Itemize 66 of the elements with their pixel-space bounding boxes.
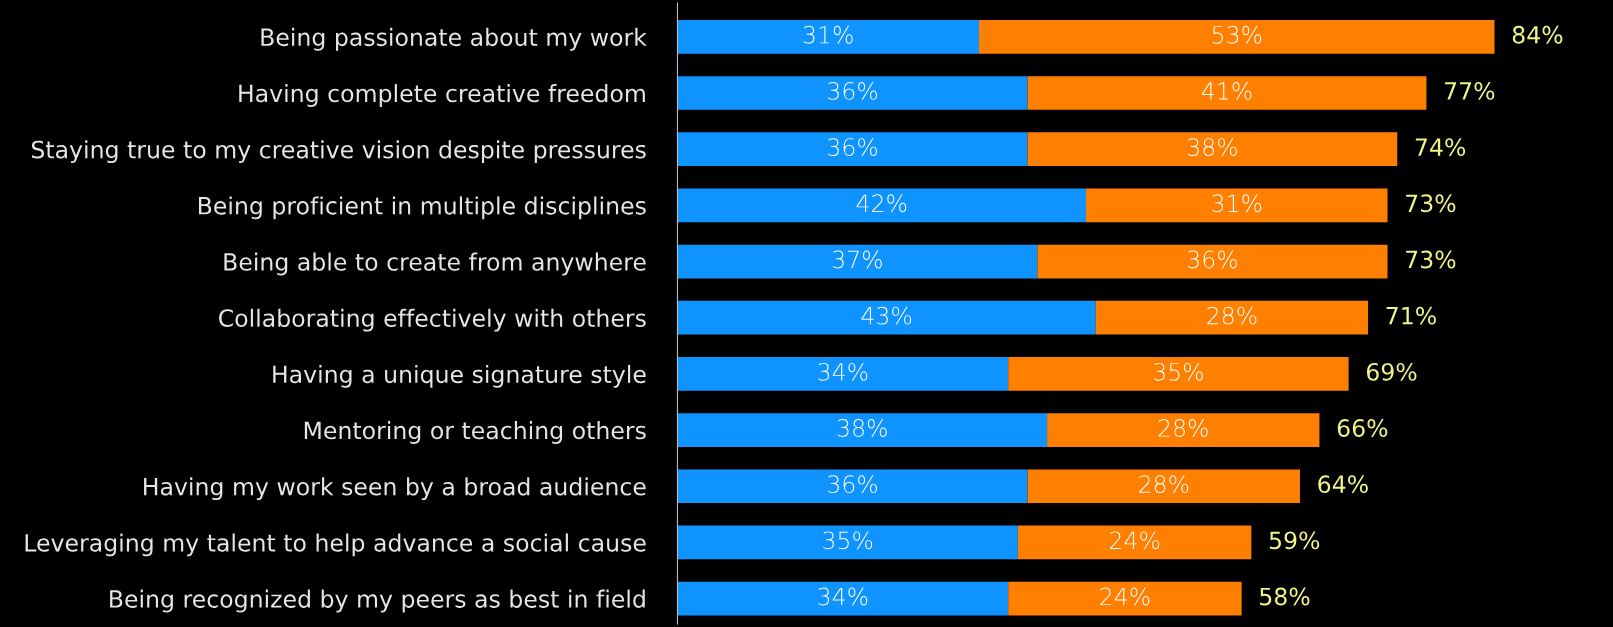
data-label: 42%	[856, 194, 907, 213]
data-label: 38%	[1188, 138, 1237, 157]
bar	[1095, 300, 1369, 335]
data-label: 34%	[818, 362, 868, 381]
bar	[1047, 413, 1320, 447]
data-label: 34%	[818, 587, 868, 606]
total-label: 59%	[1269, 531, 1320, 550]
total-label: 77%	[1445, 82, 1495, 100]
data-label: 36%	[828, 138, 878, 157]
bar	[1027, 132, 1398, 167]
data-label: 36%	[828, 475, 878, 494]
total-label: 84%	[1512, 25, 1563, 44]
data-label: 28%	[1139, 475, 1189, 494]
bar	[677, 581, 1009, 616]
bar	[1017, 525, 1252, 560]
data-label: 35%	[823, 531, 873, 550]
bar	[677, 132, 1028, 167]
bar	[1008, 581, 1242, 616]
bar	[677, 188, 1086, 223]
data-label: 24%	[1100, 587, 1150, 606]
bar	[677, 413, 1048, 447]
total-label: 71%	[1386, 306, 1436, 325]
y-tick-label: Staying true to my creative vision despite pressures	[31, 140, 646, 164]
data-label: 31%	[1212, 194, 1262, 213]
total-label: 66%	[1337, 419, 1388, 437]
data-label: 35%	[1153, 362, 1203, 381]
bar	[677, 300, 1096, 335]
bar	[1027, 76, 1427, 110]
y-tick-label: Having my work seen by a broad audience	[144, 477, 646, 501]
bar	[677, 76, 1028, 110]
data-label: 28%	[1207, 306, 1257, 325]
total-label: 73%	[1406, 250, 1456, 269]
bar	[677, 469, 1028, 504]
data-label: 31%	[803, 25, 853, 44]
data-label: 36%	[1188, 250, 1237, 269]
data-label: 36%	[828, 82, 878, 100]
bar	[1027, 469, 1300, 504]
bar	[1085, 188, 1388, 223]
total-label: 73%	[1406, 194, 1456, 213]
data-label: 37%	[832, 250, 882, 269]
y-tick-label: Being recognized by my peers as best in field	[110, 589, 645, 613]
y-tick-label: Being passionate about my work	[261, 27, 647, 51]
total-label: 74%	[1415, 138, 1466, 157]
bar	[677, 525, 1018, 560]
bar	[677, 357, 1009, 391]
data-label: 38%	[837, 419, 887, 437]
bar	[1008, 357, 1349, 391]
y-tick-label: Being able to create from anywhere	[224, 252, 646, 276]
y-tick-label: Mentoring or teaching others	[304, 421, 646, 444]
y-tick-label: Being proficient in multiple disciplines	[198, 196, 646, 220]
y-tick-label: Having complete creative freedom	[239, 84, 645, 107]
total-label: 69%	[1366, 362, 1417, 381]
data-label: 28%	[1158, 419, 1208, 437]
bar	[677, 19, 979, 54]
data-label: 41%	[1201, 82, 1252, 100]
y-tick-label: Collaborating effectively with others	[219, 308, 646, 332]
y-tick-label: Having a unique signature style	[273, 364, 646, 388]
data-label: 53%	[1212, 25, 1262, 44]
bar	[979, 19, 1495, 54]
bar	[677, 244, 1038, 279]
data-label: 24%	[1110, 531, 1160, 550]
data-label: 43%	[861, 306, 912, 325]
total-label: 58%	[1260, 587, 1310, 606]
y-tick-label: Leveraging my talent to help advance a social cause	[25, 533, 646, 557]
total-label: 64%	[1318, 475, 1368, 494]
bar	[1037, 244, 1388, 279]
